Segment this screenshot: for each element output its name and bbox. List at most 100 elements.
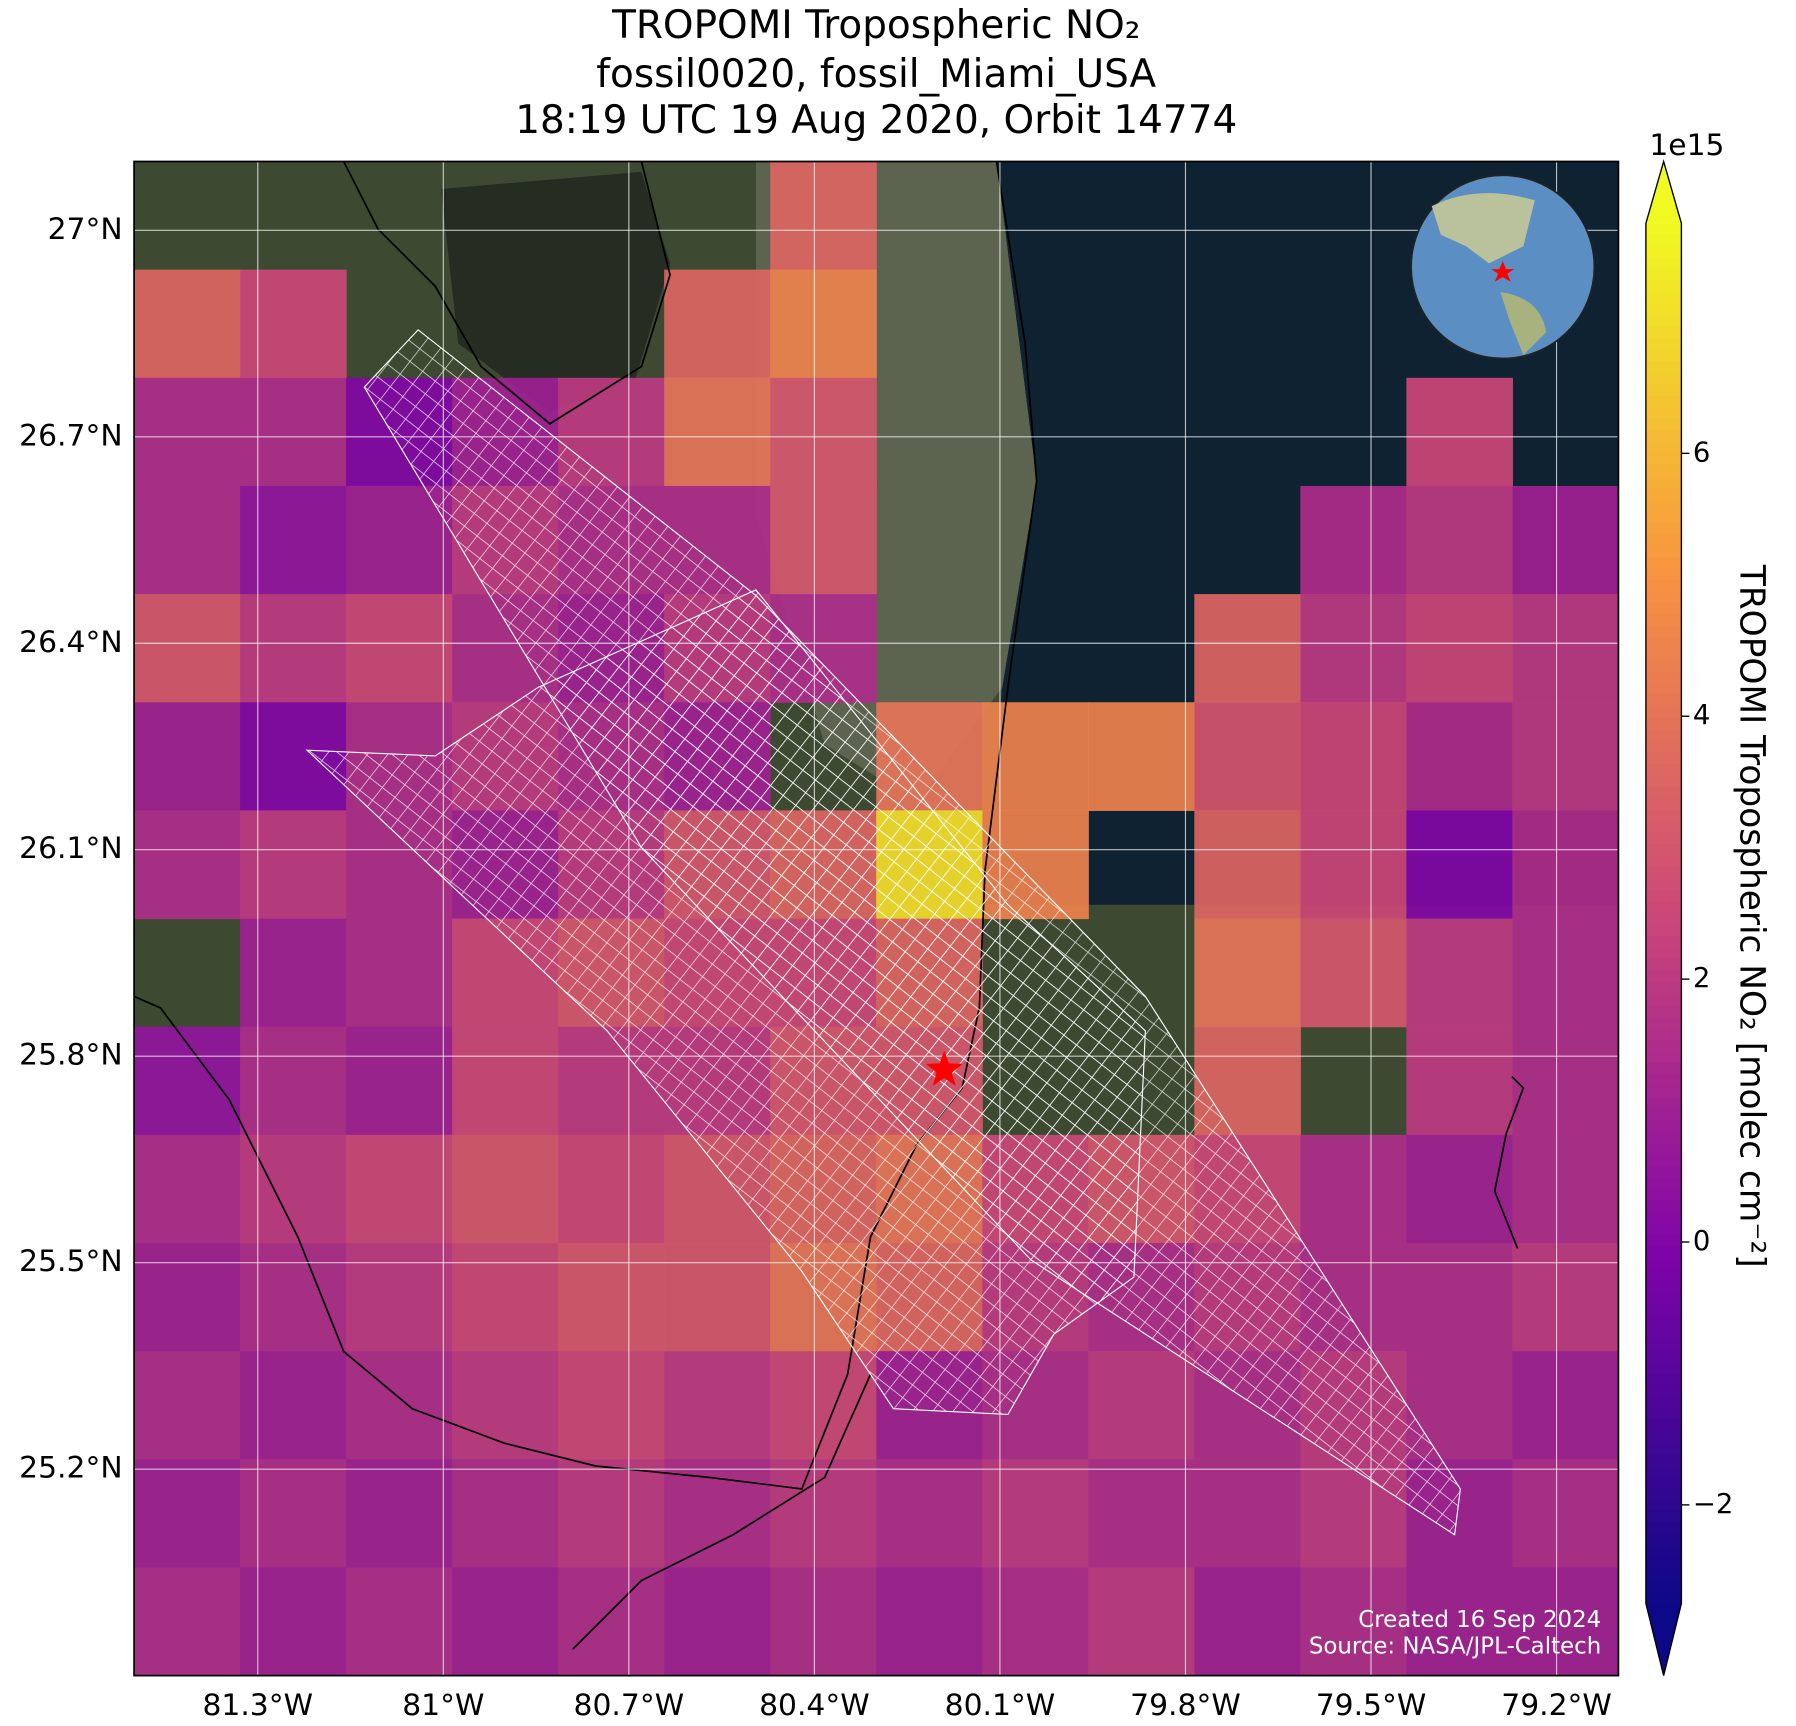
no2-pixel: [1300, 1134, 1407, 1244]
no2-pixel: [1512, 1459, 1619, 1569]
colorbar-segment: [1645, 1292, 1682, 1306]
colorbar-segment: [1645, 349, 1682, 363]
colorbar-segment: [1645, 361, 1682, 374]
colorbar-segment: [1645, 234, 1682, 248]
no2-pixel: [1406, 594, 1513, 703]
colorbar-segment: [1645, 717, 1682, 731]
colorbar-extend: [1645, 161, 1682, 224]
colorbar-segment: [1645, 648, 1682, 662]
no2-pixel: [1512, 918, 1619, 1028]
no2-pixel: [452, 1351, 559, 1460]
no2-pixel: [1300, 485, 1407, 595]
colorbar-tick-label: 2: [1693, 962, 1710, 994]
no2-pixel: [1406, 918, 1513, 1028]
colorbar-segment: [1645, 223, 1682, 236]
coastline: [1493, 1075, 1525, 1249]
no2-pixel: [346, 1134, 453, 1244]
colorbar-segment: [1645, 246, 1682, 259]
no2-pixel: [134, 269, 241, 379]
colorbar-segment: [1645, 602, 1682, 616]
colorbar-segment: [1645, 1016, 1682, 1030]
colorbar-segment: [1645, 522, 1682, 535]
no2-pixel: [346, 594, 453, 703]
no2-pixel: [1194, 594, 1301, 703]
no2-pixel: [1512, 1567, 1619, 1676]
no2-pixel: [1512, 1134, 1619, 1244]
colorbar-segment: [1645, 1120, 1682, 1133]
no2-pixel: [240, 810, 347, 920]
x-tick-label: 80.1°W: [945, 1688, 1056, 1723]
no2-pixel: [1512, 702, 1619, 811]
colorbar-segment: [1645, 384, 1682, 397]
colorbar-segment: [1645, 752, 1682, 765]
colorbar-segment: [1645, 1476, 1682, 1490]
y-tick-label: 25.5°N: [19, 1244, 122, 1279]
no2-pixel: [240, 1243, 347, 1352]
title: fossil0020, fossil_Miami_USA: [596, 52, 1156, 97]
colorbar-segment: [1645, 775, 1682, 788]
no2-pixel: [240, 269, 347, 379]
no2-pixel: [134, 377, 241, 487]
no2-pixel: [770, 1351, 877, 1460]
colorbar-segment: [1645, 1212, 1682, 1225]
colorbar-segment: [1645, 821, 1682, 834]
colorbar-tick-label: 0: [1693, 1225, 1710, 1257]
no2-pixel: [664, 1351, 771, 1460]
colorbar-segment: [1645, 878, 1682, 892]
colorbar-tick-label: −2: [1693, 1488, 1733, 1520]
colorbar-segment: [1645, 533, 1682, 547]
colorbar-segment: [1645, 959, 1682, 972]
no2-pixel: [452, 1567, 559, 1676]
colorbar-segment: [1645, 1522, 1682, 1536]
coastline: [134, 161, 1038, 1490]
swaths: [305, 329, 1461, 1536]
colorbar-segment: [1645, 706, 1682, 719]
colorbar-segment: [1645, 1143, 1682, 1156]
no2-pixel: [1194, 810, 1301, 920]
colorbar-segment: [1645, 407, 1682, 420]
colorbar-segment: [1645, 1235, 1682, 1248]
no2-pixel: [664, 1567, 771, 1676]
no2-pixel: [134, 702, 241, 811]
colorbar-segment: [1645, 1430, 1682, 1444]
no2-pixel: [240, 918, 347, 1028]
colorbar-segment: [1645, 1511, 1682, 1524]
no2-pixel: [770, 269, 877, 379]
colorbar-segment: [1645, 1281, 1682, 1294]
colorbar-tick-label: 4: [1693, 699, 1710, 731]
colorbar-extend: [1645, 1603, 1682, 1676]
colorbar-segment: [1645, 936, 1682, 949]
no2-pixel: [982, 1459, 1089, 1569]
globe-inset: [1410, 174, 1596, 360]
colorbar-segment: [1645, 1453, 1682, 1467]
no2-pixel: [240, 377, 347, 487]
colorbar-segment: [1645, 660, 1682, 673]
colorbar-segment: [1645, 890, 1682, 903]
no2-pixel: [1512, 1026, 1619, 1136]
no2-pixel: [134, 1459, 241, 1569]
no2-pixel: [240, 1026, 347, 1136]
no2-pixel: [346, 1567, 453, 1676]
no2-pixel: [558, 1243, 665, 1352]
colorbar-segment: [1645, 579, 1682, 593]
x-tick-label: 81.3°W: [202, 1688, 313, 1723]
coastline: [342, 161, 671, 425]
continent: [1431, 193, 1535, 264]
colorbar-segment: [1645, 1465, 1682, 1478]
no2-pixel: [770, 1567, 877, 1676]
colorbar-segment: [1645, 947, 1682, 961]
colorbar-segment: [1645, 924, 1682, 938]
colorbar-segment: [1645, 1327, 1682, 1340]
no2-pixel: [1406, 1243, 1513, 1352]
no2-pixel: [1406, 1134, 1513, 1244]
lake: [441, 171, 671, 413]
no2-pixel: [452, 1243, 559, 1352]
colorbar-segment: [1645, 1419, 1682, 1432]
colorbar-segment: [1645, 257, 1682, 271]
no2-pixel: [1300, 1567, 1407, 1676]
no2-pixel: [134, 594, 241, 703]
continent: [1500, 292, 1547, 356]
no2-pixel: [770, 1459, 877, 1569]
colorbar-segment: [1645, 1108, 1682, 1122]
colorbar-segment: [1645, 545, 1682, 558]
